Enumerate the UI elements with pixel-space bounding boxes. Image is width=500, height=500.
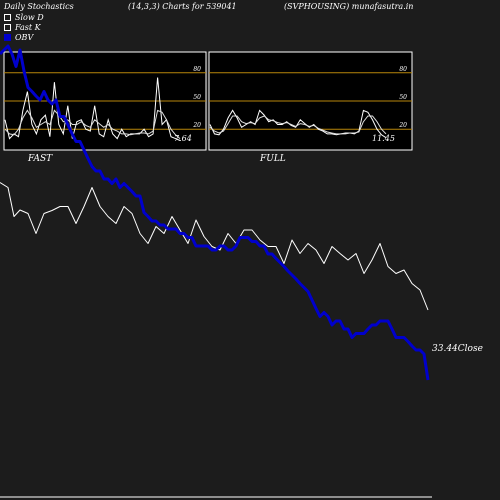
tick-label-20: 20 <box>398 122 407 129</box>
series-line-slow-d <box>209 115 387 135</box>
chart-title-left: Daily Stochastics <box>4 2 74 11</box>
series-line-slow-d <box>4 109 181 139</box>
legend-item-fast-k: Fast K <box>4 23 41 32</box>
tick-label-20: 20 <box>192 122 201 129</box>
legend-label: Fast K <box>15 23 41 32</box>
tick-label-50: 50 <box>399 94 407 101</box>
tick-label-50: 50 <box>193 94 201 101</box>
legend-item-obv: OBV <box>4 33 33 42</box>
obv-line <box>0 44 430 381</box>
filled-square-icon <box>4 34 11 41</box>
chart-title-center: (14,3,3) Charts for 539041 <box>128 2 237 11</box>
panel-title-full: FULL <box>259 154 286 164</box>
tick-label-80: 80 <box>193 66 201 73</box>
close-price-line <box>0 182 429 311</box>
legend-item-slow-d: Slow D <box>4 13 44 22</box>
chart-title-right: (SVPHOUSING) munafasutra.in <box>284 2 414 11</box>
legend-label: OBV <box>15 33 34 42</box>
last-value-label: 7.64 <box>174 134 192 143</box>
close-value-label: 33.44Close <box>432 344 483 354</box>
panel-title-fast: FAST <box>27 154 53 164</box>
tick-label-80: 80 <box>399 66 407 73</box>
series-line-fast-k <box>4 77 181 141</box>
legend-label: Slow D <box>15 13 44 22</box>
last-value-label: 11.45 <box>372 134 395 143</box>
hollow-square-icon <box>4 24 11 31</box>
hollow-square-icon <box>4 14 11 21</box>
